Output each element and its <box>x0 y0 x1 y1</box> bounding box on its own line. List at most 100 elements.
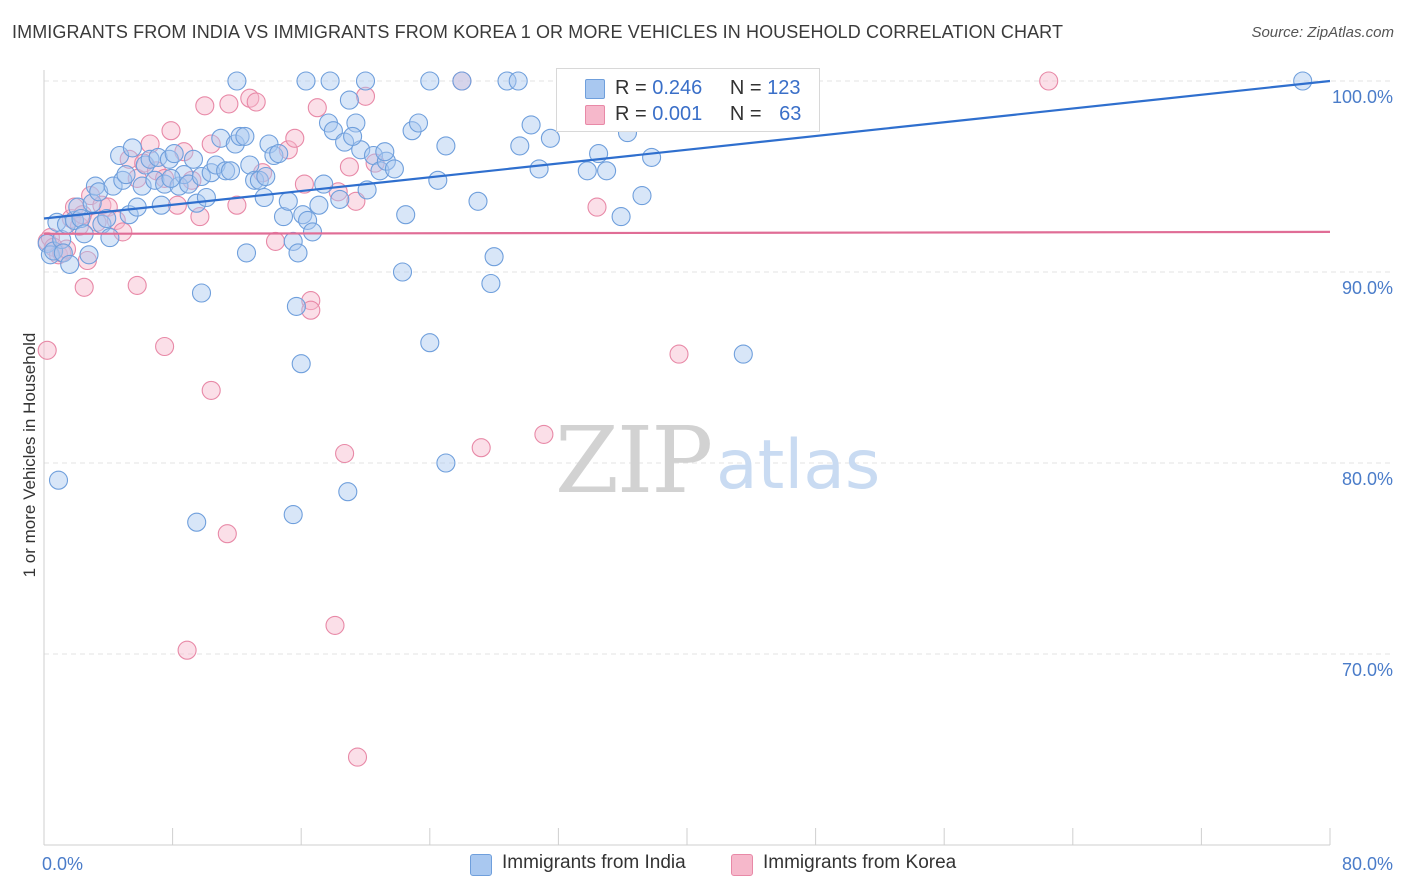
korea-point <box>307 98 327 118</box>
korea-point <box>335 443 355 464</box>
korea-point <box>325 615 345 635</box>
korea-point <box>301 291 321 311</box>
india-point <box>235 126 255 146</box>
legend-india-n-value: 123 <box>767 77 801 99</box>
bottom-legend-label-korea: Immigrants from Korea <box>763 852 957 873</box>
india-point <box>122 138 142 158</box>
legend-india-r-label: R = <box>615 77 653 99</box>
india-point <box>302 222 323 242</box>
india-point <box>89 182 109 202</box>
korea-point <box>278 140 298 160</box>
india-point <box>169 176 189 196</box>
india-point <box>529 159 549 179</box>
india-point <box>642 147 662 167</box>
india-point <box>577 161 597 181</box>
india-point <box>384 159 404 179</box>
legend-korea-r-label: R = <box>615 103 653 125</box>
india-point <box>330 189 350 209</box>
india-point <box>196 187 216 208</box>
korea-point <box>355 86 376 106</box>
trend-line-korea <box>43 230 1331 235</box>
india-point <box>343 126 363 146</box>
india-point <box>245 170 265 190</box>
india-point <box>283 505 303 525</box>
korea-point <box>219 94 239 114</box>
korea-point <box>1039 71 1059 91</box>
india-point <box>508 71 528 91</box>
axes <box>43 70 1331 846</box>
tick-labels: 70.0% 80.0% 90.0% 100.0% 0.0% 80.0% <box>42 87 1393 874</box>
y-tick-label: 100.0% <box>1332 87 1393 107</box>
india-point <box>113 170 133 190</box>
india-point <box>484 247 504 267</box>
korea-point <box>37 340 57 360</box>
india-point <box>206 155 226 175</box>
korea-point <box>294 174 314 194</box>
india-point <box>632 186 652 206</box>
bottom-legend-label-india: Immigrants from India <box>502 852 686 873</box>
korea-point <box>127 275 147 295</box>
india-point <box>273 207 294 227</box>
india-point <box>116 165 136 185</box>
india-point <box>428 170 448 190</box>
korea-point <box>217 524 237 544</box>
india-point <box>68 197 88 217</box>
india-point <box>392 262 413 282</box>
india-point <box>402 121 422 141</box>
korea-point <box>669 344 689 364</box>
legend-korea-n-value: 63 <box>779 103 802 125</box>
korea-point <box>155 336 175 357</box>
india-point <box>408 113 429 133</box>
india-point <box>540 128 560 148</box>
korea-point <box>534 424 554 444</box>
india-point <box>254 187 274 208</box>
korea-point <box>347 747 368 767</box>
india-point <box>240 155 260 175</box>
india-point <box>1293 71 1313 91</box>
bottom-legend-swatch-india <box>470 854 492 876</box>
india-point <box>296 71 316 91</box>
legend-india-n-label: N = <box>729 77 768 99</box>
india-point <box>420 71 440 91</box>
india-point <box>611 207 631 227</box>
legend-swatch-korea <box>585 105 605 125</box>
india-point <box>597 161 617 181</box>
india-point <box>183 149 204 169</box>
india-point <box>314 174 334 194</box>
bottom-legend-swatch-korea <box>731 854 753 876</box>
india-point <box>259 134 279 154</box>
india-point <box>436 453 456 473</box>
india-point <box>320 71 340 91</box>
x-tick-label: 0.0% <box>42 854 83 874</box>
india-point <box>733 344 753 364</box>
india-point <box>452 71 472 91</box>
india-point <box>60 254 80 274</box>
legend: R = 0.246 N = 123 R = 0.001 N = 63 <box>556 68 820 132</box>
watermark: ZIP atlas <box>555 407 880 514</box>
watermark-atlas: atlas <box>716 426 880 505</box>
korea-point <box>346 191 366 211</box>
chart-title: IMMIGRANTS FROM INDIA VS IMMIGRANTS FROM… <box>12 22 1064 42</box>
trend-line-india <box>43 79 1331 220</box>
india-point <box>187 512 207 532</box>
india-point <box>420 333 440 353</box>
india-point <box>236 243 257 263</box>
india-point <box>370 161 390 181</box>
source-label: Source: ZipAtlas.com <box>1251 24 1394 41</box>
korea-point <box>161 121 181 141</box>
korea-point <box>285 128 305 148</box>
india-point <box>256 166 276 187</box>
india-point <box>286 296 306 316</box>
trend-lines <box>43 79 1331 235</box>
india-point <box>521 115 541 135</box>
y-tick-label: 80.0% <box>1342 469 1393 489</box>
korea-point <box>587 197 607 217</box>
india-point <box>140 149 160 169</box>
korea-point <box>246 92 266 112</box>
legend-india-r-value: 0.246 <box>652 77 703 99</box>
y-tick-label: 70.0% <box>1342 660 1393 680</box>
india-point <box>100 228 120 248</box>
india-point <box>298 210 318 230</box>
india-point <box>216 161 236 181</box>
